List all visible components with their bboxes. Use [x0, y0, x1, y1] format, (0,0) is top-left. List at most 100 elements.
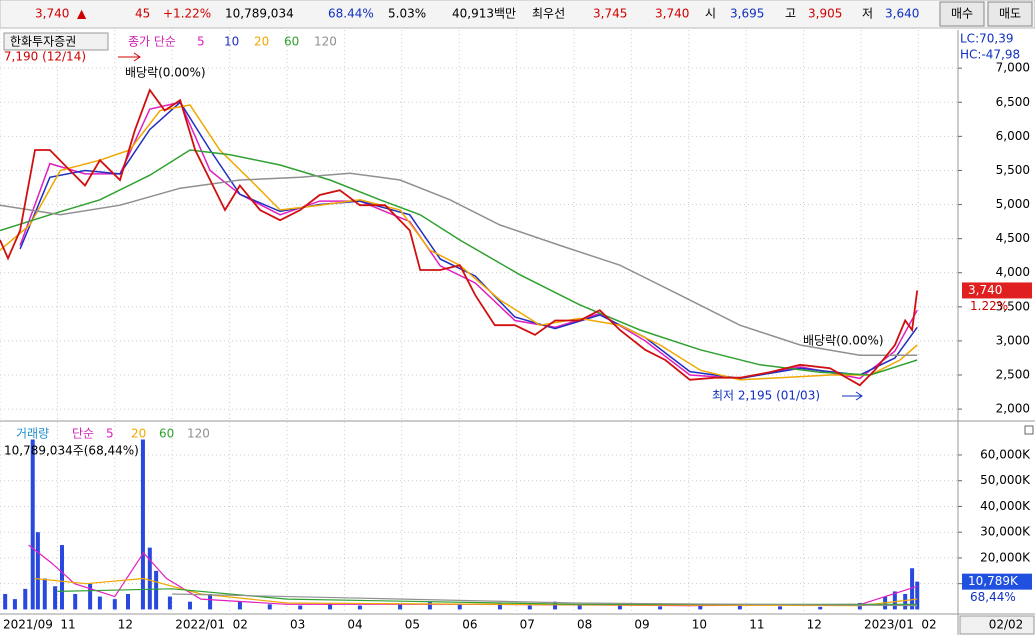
y-tick-label: 6,000: [996, 129, 1030, 143]
volume-bar: [30, 439, 35, 610]
stock-name-box: [3, 32, 109, 51]
volume-bar: [140, 439, 145, 610]
volume-bar: [12, 599, 17, 610]
line-series-0: [19, 101, 918, 380]
y-tick-label: 4,000: [996, 265, 1030, 279]
volume-bar: [53, 586, 58, 610]
y-tick-label: 40,000K: [980, 499, 1031, 513]
quote-price: 3,740: [35, 7, 69, 21]
legend-item: 120: [314, 35, 337, 49]
cursor-date: 02/02: [989, 618, 1024, 632]
hc-label: HC:-47,98: [960, 48, 1020, 62]
last-price-label: 3,740: [968, 283, 1002, 297]
volume-bar: [617, 605, 622, 610]
legend-title: 종가 단순: [128, 35, 176, 49]
x-tick-label: 03: [290, 618, 305, 632]
y-tick-label: 50,000K: [980, 473, 1031, 487]
quote-volume_ratio: 68.44%: [328, 7, 374, 21]
volume-bar: [818, 606, 823, 610]
volume-bar: [910, 568, 915, 610]
legend-item: 60: [284, 35, 299, 49]
y-tick-label: 60,000K: [980, 447, 1031, 461]
quote-ask: 3,745: [593, 7, 627, 21]
button-sell-label[interactable]: 매도: [999, 7, 1021, 21]
button-buy[interactable]: [939, 1, 985, 27]
volume-bar: [892, 591, 897, 610]
quote-bid: 3,740: [655, 7, 689, 21]
x-tick-label: 2023/01: [864, 618, 914, 632]
stock-name: 한화투자증권: [10, 35, 76, 49]
x-tick-label: 2022/01: [175, 618, 225, 632]
quote-volume: 10,789,034: [225, 7, 294, 21]
last-volume-ratio: 68,44%: [970, 590, 1016, 604]
x-tick-label: 07: [520, 618, 535, 632]
y-tick-label: 4,500: [996, 231, 1030, 245]
y-tick-label: 2,500: [996, 368, 1030, 382]
quote-arrow: ▲: [77, 7, 87, 21]
volume-bar: [167, 596, 172, 610]
y-tick-label: 20,000K: [980, 550, 1031, 564]
volume-bar: [398, 604, 403, 610]
legend-item: 5: [106, 427, 114, 441]
y-tick-label: 30,000K: [980, 525, 1031, 539]
volume-bar: [857, 602, 862, 610]
y-tick-label: 3,500: [996, 299, 1030, 313]
volume-bar: [23, 588, 28, 610]
x-tick-label: 10: [692, 618, 707, 632]
quote-high_label: 고: [785, 7, 796, 21]
button-sell[interactable]: [987, 1, 1033, 27]
volume-bar: [553, 601, 558, 610]
x-tick-label: 2021/09: [3, 618, 53, 632]
quote-low_label: 저: [862, 7, 873, 21]
quote-change: 45: [135, 7, 150, 21]
volume-bar: [73, 593, 78, 610]
button-buy-label[interactable]: 매수: [951, 7, 973, 21]
legend-item: 60: [159, 427, 174, 441]
last-change: 1.22%: [970, 299, 1008, 313]
volume-bar: [298, 605, 303, 610]
x-tick-label: 11: [60, 618, 75, 632]
y-tick-label: 7,000: [996, 61, 1030, 75]
cursor-date-box: [959, 615, 1035, 635]
volume-bar: [527, 605, 532, 610]
x-tick-label: 11: [749, 618, 764, 632]
volume-bar: [658, 606, 663, 610]
volume-bar: [577, 604, 582, 610]
quote-low: 3,640: [885, 7, 919, 21]
y-tick-label: 2,000: [996, 402, 1030, 416]
legend-item: 20: [131, 427, 146, 441]
quote-open_label: 시: [705, 7, 716, 21]
volume-bar: [778, 606, 783, 610]
y-tick-label: 5,000: [996, 197, 1030, 211]
annotation: 배당락(0.00%): [803, 334, 884, 348]
axis-pane: [958, 30, 1035, 615]
pane-button[interactable]: [1024, 425, 1034, 435]
volume-bar: [42, 578, 47, 610]
volume-bar: [237, 601, 242, 610]
y-tick-label: 6,500: [996, 95, 1030, 109]
volume-bar: [698, 605, 703, 610]
volume-bar: [457, 604, 462, 610]
quote-high: 3,905: [808, 7, 842, 21]
volume-bar: [328, 602, 333, 610]
lc-label: LC:70,39: [960, 32, 1013, 46]
volume-bar: [154, 570, 159, 610]
line-series-1: [19, 101, 918, 380]
volume-bar: [208, 593, 213, 610]
last-volume-label: 10,789K: [968, 574, 1019, 588]
x-tick-label: 04: [347, 618, 362, 632]
x-tick-label: 05: [405, 618, 420, 632]
annotation: 최고 7,190 (12/14): [0, 50, 86, 64]
line-series-3: [0, 149, 918, 376]
line-series-2: [57, 588, 918, 605]
last-volume-box: [962, 573, 1032, 590]
volume-bar: [3, 593, 8, 610]
legend-item: 5: [197, 35, 205, 49]
volume-bar: [915, 581, 920, 610]
x-tick-label: 08: [577, 618, 592, 632]
volume-legend-title: 거래량: [16, 427, 49, 441]
volume-bar: [112, 599, 117, 610]
legend-item: 20: [254, 35, 269, 49]
volume-bar: [88, 583, 93, 610]
y-tick-label: 5,500: [996, 163, 1030, 177]
